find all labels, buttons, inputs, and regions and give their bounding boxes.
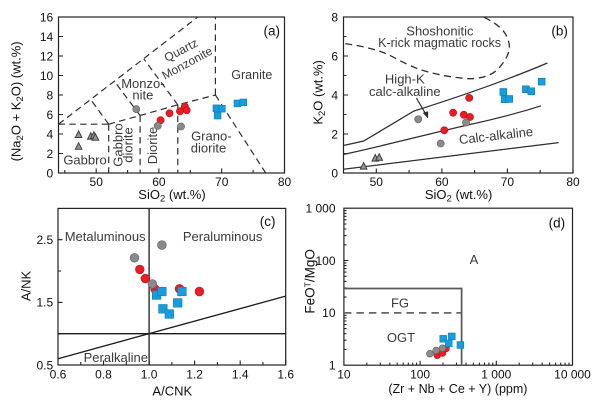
svg-text:SiO2 (wt.%): SiO2 (wt.%) <box>425 187 492 205</box>
svg-text:10: 10 <box>337 368 351 382</box>
svg-text:80: 80 <box>566 175 580 189</box>
svg-text:100: 100 <box>315 254 335 268</box>
svg-text:Metaluminous: Metaluminous <box>65 229 146 244</box>
svg-text:A/CNK: A/CNK <box>152 383 192 398</box>
svg-text:Monzo-: Monzo- <box>121 76 164 91</box>
svg-text:1.0: 1.0 <box>141 368 158 382</box>
svg-text:10 000: 10 000 <box>554 368 591 382</box>
svg-text:(d): (d) <box>549 216 566 231</box>
svg-text:10: 10 <box>322 306 336 320</box>
svg-text:calc-alkaline: calc-alkaline <box>369 84 441 99</box>
svg-text:4: 4 <box>47 127 54 141</box>
svg-text:(c): (c) <box>260 214 276 229</box>
svg-text:(b): (b) <box>551 24 568 39</box>
svg-text:4: 4 <box>331 88 338 102</box>
svg-text:1 000: 1 000 <box>481 368 511 382</box>
svg-text:OGT: OGT <box>387 330 415 345</box>
svg-text:SiO2 (wt.%): SiO2 (wt.%) <box>138 187 205 205</box>
svg-text:100: 100 <box>410 368 430 382</box>
svg-text:1: 1 <box>329 359 336 373</box>
svg-text:1.5: 1.5 <box>37 296 54 310</box>
svg-text:Granite: Granite <box>231 68 272 82</box>
svg-text:70: 70 <box>215 175 229 189</box>
svg-text:K2O (wt.%): K2O (wt.%) <box>310 60 328 125</box>
svg-text:Diorite: Diorite <box>145 127 160 165</box>
svg-text:16: 16 <box>40 10 54 24</box>
svg-text:(a): (a) <box>264 24 281 39</box>
svg-text:Grano-: Grano- <box>191 129 231 144</box>
svg-text:Gabbro: Gabbro <box>63 152 106 167</box>
svg-text:1.2: 1.2 <box>186 368 203 382</box>
svg-text:nite: nite <box>132 88 153 103</box>
svg-text:60: 60 <box>152 175 166 189</box>
svg-text:2: 2 <box>331 127 338 141</box>
svg-text:2: 2 <box>47 147 54 161</box>
svg-text:Calc-alkaline: Calc-alkaline <box>458 124 534 147</box>
svg-text:A/NK: A/NK <box>18 271 33 302</box>
svg-text:K-rick magmatic rocks: K-rick magmatic rocks <box>378 36 501 50</box>
svg-text:12: 12 <box>40 49 54 63</box>
svg-text:0: 0 <box>47 166 54 180</box>
svg-text:1.4: 1.4 <box>232 368 249 382</box>
svg-text:2.5: 2.5 <box>37 233 54 247</box>
svg-text:0.6: 0.6 <box>50 368 67 382</box>
svg-text:Peralkaline: Peralkaline <box>84 350 148 365</box>
svg-text:0: 0 <box>331 166 338 180</box>
svg-text:70: 70 <box>501 175 515 189</box>
svg-text:6: 6 <box>47 108 54 122</box>
svg-text:FeOT/MgO: FeOT/MgO <box>302 249 317 313</box>
svg-text:80: 80 <box>278 175 292 189</box>
svg-text:14: 14 <box>40 30 54 44</box>
svg-text:A: A <box>470 252 479 267</box>
svg-text:(Na2O + K2O) (wt.%): (Na2O + K2O) (wt.%) <box>8 41 26 161</box>
svg-text:60: 60 <box>435 175 449 189</box>
svg-text:8: 8 <box>331 10 338 24</box>
svg-text:10: 10 <box>40 69 54 83</box>
svg-text:Shoshonitic: Shoshonitic <box>406 23 474 38</box>
svg-text:High-K: High-K <box>385 72 425 87</box>
svg-text:8: 8 <box>47 88 54 102</box>
svg-text:0.5: 0.5 <box>37 358 54 372</box>
svg-text:1.6: 1.6 <box>277 368 294 382</box>
svg-text:Peraluminous: Peraluminous <box>183 229 263 244</box>
svg-text:(Zr + Nb + Ce + Y) (ppm): (Zr + Nb + Ce + Y) (ppm) <box>388 382 527 396</box>
svg-text:Gabbrodiorite: Gabbrodiorite <box>111 123 136 166</box>
svg-text:50: 50 <box>90 175 104 189</box>
svg-text:1 000: 1 000 <box>305 202 335 216</box>
svg-text:6: 6 <box>331 49 338 63</box>
svg-text:diorite: diorite <box>191 140 226 155</box>
svg-text:0.8: 0.8 <box>95 368 112 382</box>
svg-text:50: 50 <box>370 175 384 189</box>
svg-text:FG: FG <box>391 295 409 310</box>
